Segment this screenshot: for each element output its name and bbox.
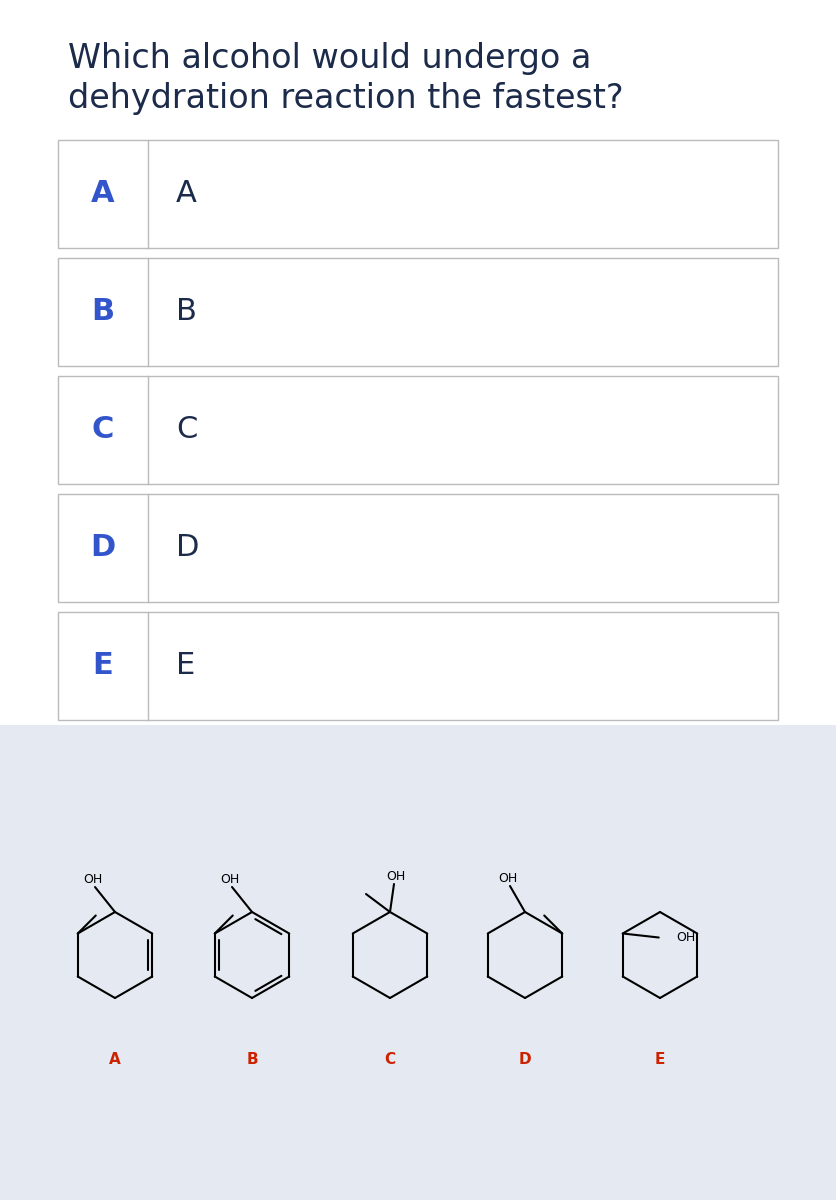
- Text: D: D: [90, 534, 115, 563]
- Text: A: A: [110, 1052, 121, 1068]
- Bar: [58, 376, 778, 484]
- Text: B: B: [246, 1052, 257, 1068]
- Text: OH: OH: [498, 872, 517, 886]
- Text: OH: OH: [84, 874, 103, 886]
- Text: E: E: [176, 652, 196, 680]
- Text: A: A: [91, 180, 115, 209]
- Text: OH: OH: [675, 931, 695, 944]
- Bar: [58, 258, 778, 366]
- Text: E: E: [655, 1052, 665, 1068]
- Text: B: B: [91, 298, 115, 326]
- Text: OH: OH: [221, 874, 240, 886]
- Text: dehydration reaction the fastest?: dehydration reaction the fastest?: [68, 82, 624, 115]
- Text: B: B: [176, 298, 196, 326]
- Text: D: D: [518, 1052, 532, 1068]
- Bar: [58, 494, 778, 602]
- Bar: [58, 612, 778, 720]
- Bar: [0, 725, 836, 1200]
- Text: C: C: [92, 415, 115, 444]
- Text: Which alcohol would undergo a: Which alcohol would undergo a: [68, 42, 591, 74]
- Text: C: C: [385, 1052, 395, 1068]
- Text: A: A: [176, 180, 196, 209]
- Bar: [58, 140, 778, 248]
- Text: D: D: [176, 534, 199, 563]
- Text: E: E: [93, 652, 114, 680]
- Text: C: C: [176, 415, 197, 444]
- Text: OH: OH: [386, 870, 405, 883]
